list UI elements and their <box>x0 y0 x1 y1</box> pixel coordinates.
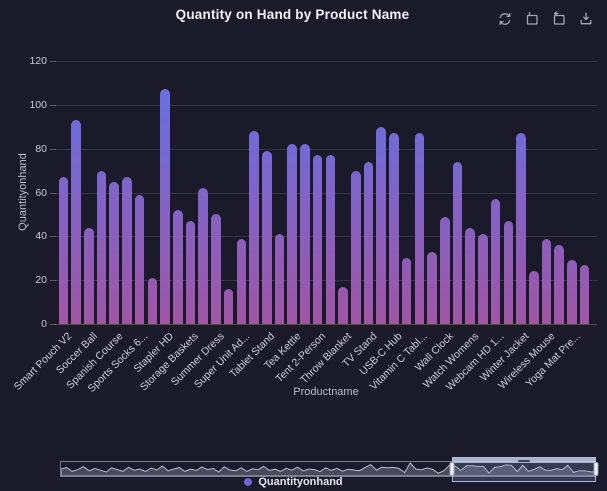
bar[interactable] <box>84 228 94 324</box>
bar[interactable] <box>173 210 183 324</box>
y-tick-label: 80 <box>35 142 47 155</box>
datazoom-handle-left[interactable] <box>449 462 455 476</box>
bar[interactable] <box>58 177 69 324</box>
bar[interactable] <box>554 245 564 324</box>
bar[interactable] <box>109 182 119 324</box>
datazoom-preview <box>61 462 596 476</box>
download-icon[interactable] <box>578 11 594 27</box>
gridline <box>55 104 597 106</box>
bar[interactable] <box>287 144 297 324</box>
y-axis-title: Quantityonhand <box>17 153 29 231</box>
y-tick-mark <box>50 236 56 238</box>
legend-item[interactable]: Quantityonhand <box>0 476 597 488</box>
bar[interactable] <box>478 234 488 324</box>
bar[interactable] <box>401 258 412 324</box>
y-tick-label: 60 <box>35 186 47 199</box>
bar[interactable] <box>579 265 590 324</box>
bar[interactable] <box>452 162 463 324</box>
zoom-reset-icon[interactable] <box>551 11 567 27</box>
bar[interactable] <box>541 239 552 324</box>
gridline <box>55 61 597 62</box>
chart-title: Quantity on Hand by Product Name <box>175 7 410 22</box>
bar[interactable] <box>223 289 234 324</box>
bar[interactable] <box>529 271 539 324</box>
legend-label: Quantityonhand <box>258 476 343 488</box>
bar[interactable] <box>71 120 81 324</box>
y-tick-mark <box>50 104 56 106</box>
datazoom-handle-right[interactable] <box>593 462 599 476</box>
legend-marker-icon <box>244 478 253 486</box>
bar[interactable] <box>376 127 386 324</box>
bar[interactable] <box>312 155 323 324</box>
gridline <box>55 324 597 325</box>
y-tick-label: 100 <box>29 98 47 111</box>
bar[interactable] <box>134 195 145 324</box>
bar[interactable] <box>160 89 170 324</box>
bar[interactable] <box>503 221 514 324</box>
zoom-box-icon[interactable] <box>524 11 540 27</box>
bar[interactable] <box>249 131 259 324</box>
bar[interactable] <box>363 162 374 324</box>
bar[interactable] <box>185 221 196 324</box>
y-tick-mark <box>50 192 56 194</box>
y-tick-mark <box>50 324 56 325</box>
bar[interactable] <box>389 133 399 324</box>
x-axis-title: Productname <box>293 386 359 398</box>
y-tick-mark <box>50 148 56 150</box>
bar[interactable] <box>490 199 501 324</box>
bar[interactable] <box>262 151 272 324</box>
y-tick-label: 20 <box>35 274 47 287</box>
chart-toolbox <box>497 11 594 27</box>
gridline <box>55 148 597 150</box>
bar[interactable] <box>427 252 437 324</box>
bar[interactable] <box>338 287 348 324</box>
bar[interactable] <box>236 239 247 324</box>
datazoom-window[interactable] <box>451 457 596 482</box>
bar[interactable] <box>300 144 310 324</box>
bar[interactable] <box>414 133 425 324</box>
datazoom-window-header[interactable] <box>452 458 595 463</box>
bar[interactable] <box>96 171 107 324</box>
bar[interactable] <box>211 214 221 324</box>
bar[interactable] <box>465 228 475 324</box>
bar[interactable] <box>198 188 208 324</box>
y-tick-label: 40 <box>35 230 47 243</box>
y-tick-label: 120 <box>29 55 47 67</box>
refresh-icon[interactable] <box>497 11 513 27</box>
y-tick-label: 0 <box>41 318 47 330</box>
bar[interactable] <box>516 133 526 324</box>
plot-area: 0 20 40 60 80 100 120 Smart Pouch V2 Soccer Ball… <box>12 55 597 395</box>
bar[interactable] <box>351 171 361 324</box>
datazoom-slider[interactable] <box>60 457 599 482</box>
bar[interactable] <box>567 260 577 324</box>
bar[interactable] <box>440 217 450 324</box>
y-tick-mark <box>50 61 56 62</box>
bar[interactable] <box>274 234 285 324</box>
bar[interactable] <box>122 177 132 324</box>
y-tick-mark <box>50 280 56 282</box>
bar[interactable] <box>147 278 158 324</box>
bar[interactable] <box>325 155 336 324</box>
datazoom-grip-icon[interactable] <box>517 459 530 462</box>
